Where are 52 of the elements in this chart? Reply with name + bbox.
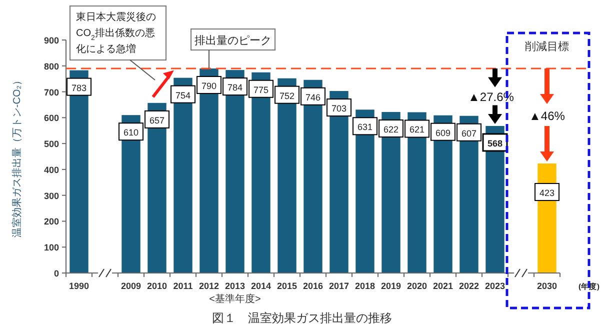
annotation: 削減目標 xyxy=(525,40,569,53)
data-label: 775 xyxy=(253,84,269,95)
text: 図１ 温室効果ガス排出量の推移 xyxy=(212,311,392,325)
data-label: 746 xyxy=(305,92,321,102)
x-tick-label: 2015 xyxy=(276,281,298,291)
annotation: ▲46% xyxy=(529,108,566,123)
x-tick-label: 2013 xyxy=(224,281,246,291)
x-tick-label: 2018 xyxy=(354,281,376,291)
data-label: 631 xyxy=(357,122,373,132)
x-tick-label: 2030 xyxy=(536,281,558,291)
data-label: 609 xyxy=(435,128,451,138)
y-tick-label: 400 xyxy=(44,164,59,175)
y-tick-label: 800 xyxy=(44,61,59,72)
x-tick-label: 2019 xyxy=(380,281,402,291)
data-label: 784 xyxy=(227,82,243,93)
data-label: 622 xyxy=(383,124,399,134)
data-label: 754 xyxy=(175,90,191,100)
data-label: 568 xyxy=(487,138,503,148)
data-label: 607 xyxy=(461,128,477,138)
x-tick-label: 2012 xyxy=(198,281,220,291)
x-tick-label: 2022 xyxy=(458,281,480,291)
y-tick-label: 900 xyxy=(44,36,59,46)
data-label: 610 xyxy=(123,128,139,138)
x-tick-label: 2011 xyxy=(173,281,193,291)
x-tick-label: 2023 xyxy=(484,281,506,291)
y-tick-label: 500 xyxy=(44,139,59,150)
data-label: 752 xyxy=(279,90,295,101)
y-tick-label: 100 xyxy=(44,242,59,253)
x-tick-label: 1990 xyxy=(68,281,90,291)
x-tick-label: 2010 xyxy=(146,281,168,291)
data-label: 790 xyxy=(201,80,217,91)
annotation: ▲27.6% xyxy=(468,90,514,104)
x-tick-label: 2017 xyxy=(328,281,350,291)
x-tick-label: 2014 xyxy=(250,281,272,291)
y-tick-label: 200 xyxy=(44,216,59,227)
data-label: 703 xyxy=(331,104,347,114)
text: <基準年度> xyxy=(209,293,261,305)
data-label: 783 xyxy=(71,82,87,93)
y-tick-label: 300 xyxy=(44,190,59,201)
x-tick-label: 2021 xyxy=(432,281,454,291)
y-tick-label: 0 xyxy=(54,268,59,278)
x-tick-label: 2016 xyxy=(302,281,324,291)
y-axis-title: 温室効果ガス排出量（万トン-CO₂） xyxy=(11,75,23,238)
x-tick-label: 2020 xyxy=(406,281,428,291)
data-label: 657 xyxy=(149,115,165,126)
annotation: 排出量のピーク xyxy=(194,34,272,47)
annotation: 東日本大震災後のCO$_{2}$排出係数の悪化による急増 xyxy=(76,11,156,55)
data-label: 621 xyxy=(409,124,425,135)
data-label: 423 xyxy=(539,188,555,198)
y-tick-label: 700 xyxy=(44,87,59,98)
x-tick-label: 2009 xyxy=(120,281,142,291)
y-tick-label: 600 xyxy=(44,113,59,124)
